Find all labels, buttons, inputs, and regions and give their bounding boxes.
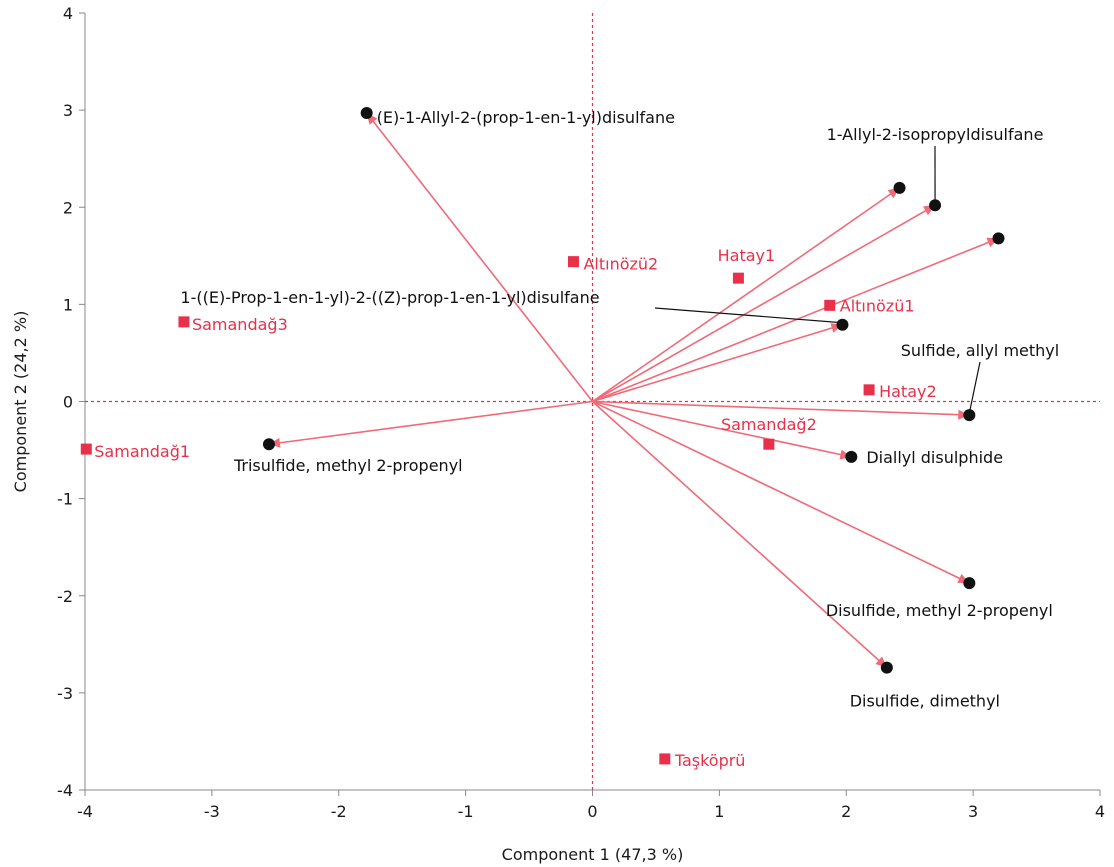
y-axis-title: Component 2 (24,2 %) [11,311,30,493]
leader-line [654,307,843,324]
observation-point [178,316,190,328]
loading-point [845,450,858,463]
loading-label: Sulfide, allyl methyl [901,341,1059,360]
loading-label: 1-Allyl-2-isopropyldisulfane [827,125,1044,144]
x-tick-label: -3 [204,802,220,821]
loading-label: Trisulfide, methyl 2-propenyl [233,456,463,475]
loading-point [963,409,976,422]
x-tick-label: -4 [77,802,93,821]
loading-point [893,181,906,194]
x-tick-label: 2 [841,802,851,821]
y-tick-label: -3 [57,684,73,703]
y-tick-label: 4 [63,4,73,23]
observation-label: Hatay1 [718,246,776,265]
loading-point [929,199,942,212]
loading-vectors [262,107,1005,674]
loading-label: Disulfide, dimethyl [850,692,1000,711]
reference-lines [85,13,1100,790]
y-tick-label: -4 [57,781,73,800]
loading-point [963,577,976,590]
loading-vector [592,400,852,458]
loading-label: Disulfide, methyl 2-propenyl [826,601,1053,620]
loading-vector [592,324,843,403]
y-tick-label: 1 [63,295,73,314]
y-tick-label: -1 [57,490,73,509]
loading-point [992,232,1005,245]
loading-label: (E)-1-Allyl-2-(prop-1-en-1-yl)disulfane [377,108,675,127]
observation-label: Samandağ1 [94,442,190,461]
loading-point [880,661,893,674]
observation-label: Hatay2 [879,382,937,401]
x-tick-label: -2 [331,802,347,821]
observation-point [659,753,671,765]
observation-point [80,443,92,455]
observation-point [824,299,836,311]
loading-point [360,107,373,120]
observation-point [863,384,875,396]
observation-label: Taşköprü [674,751,746,770]
observation-point [763,438,775,450]
loading-vector [591,400,888,669]
loading-point [836,318,849,331]
loading-vector [592,237,999,403]
point-labels: (E)-1-Allyl-2-(prop-1-en-1-yl)disulfane 1… [94,108,1059,770]
x-tick-label: -1 [458,802,474,821]
x-tick-label: 4 [1095,802,1105,821]
loading-point [262,438,275,451]
observation-point [732,272,744,284]
observation-label: Altınözü1 [840,296,915,315]
x-tick-label: 1 [714,802,724,821]
x-tick-label: 0 [587,802,597,821]
loading-vector [268,400,593,446]
loading-label: Diallyl disulphide [866,448,1003,467]
observation-point [567,256,579,268]
y-tick-label: 2 [63,198,73,217]
observation-label: Altınözü2 [583,255,658,274]
loading-label: 1-((E)-Prop-1-en-1-yl)-2-((Z)-prop-1-en-… [180,288,599,307]
observation-label: Samandağ2 [721,415,817,434]
loading-vector [592,400,970,584]
leader-line [968,361,981,414]
loading-vector [592,204,936,403]
loading-vector [592,187,900,403]
x-tick-label: 3 [968,802,978,821]
loading-vector [366,112,594,402]
y-tick-label: 3 [63,101,73,120]
x-axis-title: Component 1 (47,3 %) [502,845,684,864]
observation-label: Samandağ3 [192,315,288,334]
observation-points [80,256,875,765]
loading-vector [592,400,970,416]
axes-layer: -4 -3 -2 -1 0 1 2 3 4 4 3 2 1 0 -1 -2 -3 -4 [57,4,1105,821]
y-tick-label: -2 [57,587,73,606]
y-tick-label: 0 [63,393,73,412]
